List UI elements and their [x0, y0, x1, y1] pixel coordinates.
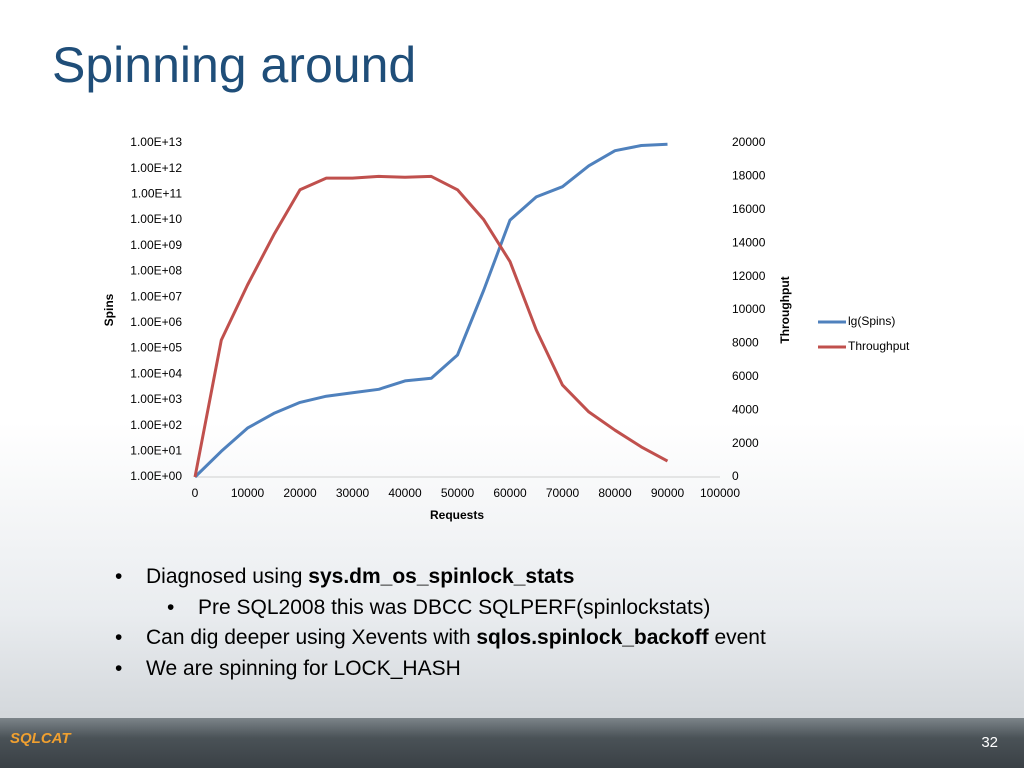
x-axis-title: Requests: [430, 508, 484, 522]
y2-tick-label: 10000: [732, 302, 766, 316]
x-tick-label: 10000: [231, 486, 265, 500]
y-tick-label: 1.00E+07: [130, 289, 182, 303]
y-tick-label: 1.00E+06: [130, 315, 182, 329]
y2-tick-label: 8000: [732, 336, 759, 350]
x-tick-label: 100000: [700, 486, 740, 500]
text: Can dig deeper using Xevents with: [146, 626, 477, 649]
y2-tick-label: 0: [732, 469, 739, 483]
series-line: [193, 174, 669, 478]
bold-text: sqlos.spinlock_backoff: [476, 626, 709, 649]
bold-text: sys.dm_os_spinlock_stats: [308, 565, 575, 588]
y2-tick-label: 6000: [732, 369, 759, 383]
y-tick-label: 1.00E+12: [130, 161, 182, 175]
bullet: Diagnosed using sys.dm_os_spinlock_stats: [115, 562, 766, 593]
x-tick-label: 80000: [598, 486, 632, 500]
y-tick-label: 1.00E+10: [130, 212, 182, 226]
bullet: Pre SQL2008 this was DBCC SQLPERF(spinlo…: [167, 593, 818, 624]
y-tick-label: 1.00E+02: [130, 418, 182, 432]
x-tick-label: 40000: [388, 486, 422, 500]
y-axis-title: Spins: [102, 293, 116, 326]
bullet: We are spinning for LOCK_HASH: [115, 654, 766, 685]
x-tick-label: 20000: [283, 486, 317, 500]
y-tick-label: 1.00E+05: [130, 341, 182, 355]
text: Diagnosed using: [146, 565, 309, 588]
x-tick-label: 60000: [493, 486, 527, 500]
x-tick-label: 30000: [336, 486, 370, 500]
page-number: 32: [981, 734, 998, 751]
y2-tick-label: 16000: [732, 202, 766, 216]
y-tick-label: 1.00E+09: [130, 238, 182, 252]
y-tick-label: 1.00E+00: [130, 469, 182, 483]
y2-tick-label: 12000: [732, 269, 766, 283]
y2-tick-label: 14000: [732, 235, 766, 249]
x-tick-label: 90000: [651, 486, 685, 500]
y2-tick-label: 18000: [732, 169, 766, 183]
text: event: [708, 626, 766, 649]
y2-axis-title: Throughput: [778, 276, 792, 343]
series-line: [193, 142, 668, 479]
footer: SQLCAT 32: [0, 718, 1024, 768]
legend-label: Throughput: [848, 339, 910, 353]
bullet-list: Diagnosed using sys.dm_os_spinlock_stats…: [0, 562, 766, 684]
y-tick-label: 1.00E+11: [131, 187, 182, 201]
y-tick-label: 1.00E+13: [130, 135, 182, 149]
x-tick-label: 50000: [441, 486, 475, 500]
slide-title: Spinning around: [52, 37, 417, 93]
bullet: Can dig deeper using Xevents with sqlos.…: [115, 623, 766, 654]
y2-tick-label: 4000: [732, 402, 759, 416]
y-tick-label: 1.00E+01: [130, 443, 182, 457]
chart: Requests Spins Throughput 1.00E+00 1.00E+…: [102, 135, 910, 522]
y2-tick-label: 2000: [732, 436, 759, 450]
logo: SQLCAT: [10, 730, 71, 747]
legend-label: lg(Spins): [848, 314, 895, 328]
y-tick-label: 1.00E+04: [130, 366, 182, 380]
x-tick-label: 70000: [546, 486, 580, 500]
text: Pre SQL2008 this was DBCC SQLPERF(spinlo…: [198, 595, 711, 619]
x-tick-label: 0: [192, 486, 199, 500]
y2-tick-label: 20000: [732, 135, 766, 149]
text: We are spinning for LOCK_HASH: [146, 656, 461, 680]
y-tick-label: 1.00E+03: [130, 392, 182, 406]
y-tick-label: 1.00E+08: [130, 264, 182, 278]
